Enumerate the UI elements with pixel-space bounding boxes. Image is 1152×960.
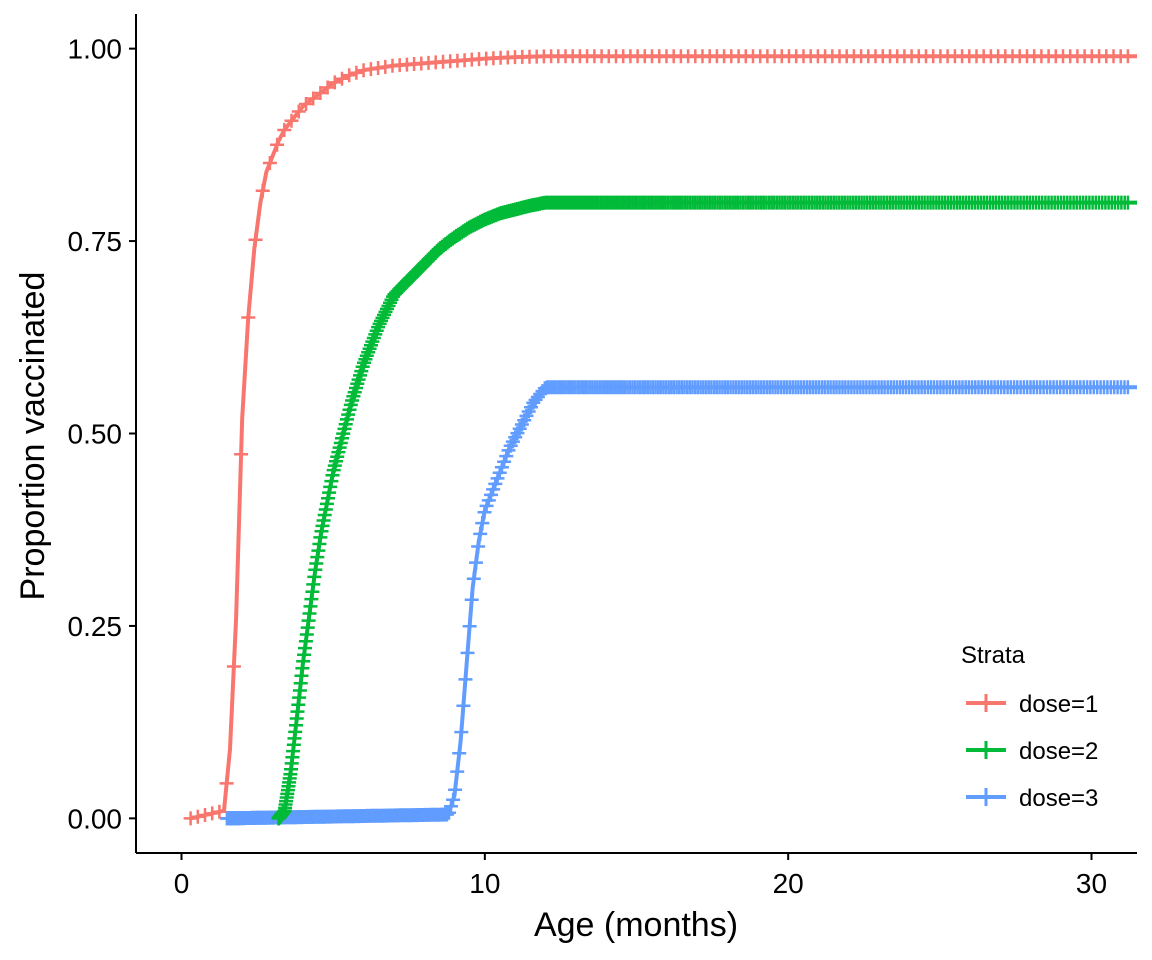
censor-mark	[198, 808, 212, 822]
censor-mark	[349, 65, 364, 80]
x-tick-label: 20	[773, 868, 804, 899]
y-axis: 0.00 0.25 0.50 0.75 1.00	[68, 14, 137, 853]
series-line	[226, 385, 1137, 821]
censor-mark	[241, 310, 256, 325]
plot-area	[183, 49, 1137, 826]
y-tick-label: 0.75	[68, 226, 123, 257]
legend-label: dose=3	[1019, 785, 1098, 812]
y-axis-title: Proportion vaccinated	[14, 272, 52, 601]
series-line	[277, 200, 1137, 820]
legend-entry: dose=1	[966, 691, 1098, 718]
censor-mark	[452, 746, 467, 761]
y-ticks: 0.00 0.25 0.50 0.75 1.00	[68, 34, 136, 834]
censor-mark	[342, 68, 357, 83]
censor-mark	[475, 516, 490, 531]
censor-mark	[212, 804, 227, 819]
censor-mark	[1120, 49, 1135, 64]
series-dose=3	[220, 380, 1137, 826]
legend-label: dose=2	[1019, 738, 1098, 765]
series-dose=1	[183, 49, 1137, 826]
censor-mark	[448, 782, 463, 797]
censor-mark	[377, 307, 391, 322]
x-tick-label: 30	[1076, 868, 1107, 899]
y-tick-label: 0.00	[68, 803, 123, 834]
censor-mark	[440, 807, 454, 822]
x-ticks: 0 10 20 30	[174, 853, 1107, 899]
legend: Strata dose=1 dose=2 dose=3	[961, 642, 1098, 812]
legend-key-mark	[979, 788, 993, 806]
censor-mark	[371, 320, 386, 335]
censor-mark	[291, 104, 306, 119]
x-tick-label: 10	[469, 868, 500, 899]
x-axis-title: Age (months)	[534, 906, 738, 944]
censor-mark	[383, 295, 397, 310]
legend-entry: dose=3	[966, 785, 1098, 812]
censor-mark	[464, 592, 479, 607]
censor-mark	[306, 91, 321, 106]
censor-mark	[262, 156, 277, 170]
censor-mark	[183, 811, 198, 826]
censor-mark	[458, 672, 473, 687]
censor-mark	[380, 301, 394, 316]
legend-key-mark	[979, 694, 993, 712]
legend-entry: dose=2	[966, 738, 1098, 765]
censor-mark	[190, 809, 205, 824]
censor-mark	[372, 316, 387, 331]
censor-mark	[381, 298, 396, 313]
censor-mark	[460, 645, 475, 660]
censor-mark	[255, 183, 270, 198]
censor-mark	[477, 505, 492, 520]
censor-mark	[234, 447, 249, 462]
censor-mark	[456, 698, 471, 713]
censor-mark	[270, 137, 285, 152]
legend-title: Strata	[961, 642, 1026, 669]
censor-mark	[446, 792, 461, 807]
y-tick-label: 0.50	[68, 419, 123, 450]
censor-mark	[299, 97, 313, 111]
censor-mark	[327, 75, 342, 90]
series-layer	[183, 49, 1137, 826]
censor-mark	[466, 571, 481, 586]
censor-mark	[1120, 195, 1135, 210]
censor-mark	[313, 86, 328, 100]
censor-mark	[444, 799, 458, 814]
censor-mark	[284, 113, 299, 128]
censor-mark	[375, 310, 390, 325]
censor-mark	[1120, 380, 1135, 395]
censor-mark	[462, 619, 477, 634]
x-tick-label: 0	[174, 868, 190, 899]
censor-mark	[473, 526, 488, 541]
censor-mark	[454, 725, 469, 740]
legend-label: dose=1	[1019, 691, 1098, 718]
legend-entries: dose=1 dose=2 dose=3	[966, 691, 1098, 812]
censor-mark	[219, 776, 234, 791]
censor-mark	[277, 123, 292, 137]
censor-mark	[442, 805, 456, 820]
censor-mark	[471, 539, 486, 554]
censor-mark	[248, 232, 263, 247]
legend-key-mark	[979, 741, 993, 759]
y-tick-label: 0.25	[68, 611, 123, 642]
censor-mark	[205, 806, 220, 821]
censor-mark	[335, 71, 349, 86]
censor-mark	[450, 764, 465, 779]
censor-mark	[320, 80, 335, 95]
censor-mark	[226, 659, 241, 674]
censor-mark	[378, 304, 393, 319]
y-tick-label: 1.00	[68, 34, 123, 65]
x-axis: 0 10 20 30	[136, 852, 1137, 899]
censor-mark	[469, 555, 483, 570]
series-dose=2	[271, 195, 1137, 826]
censor-mark	[374, 313, 388, 328]
